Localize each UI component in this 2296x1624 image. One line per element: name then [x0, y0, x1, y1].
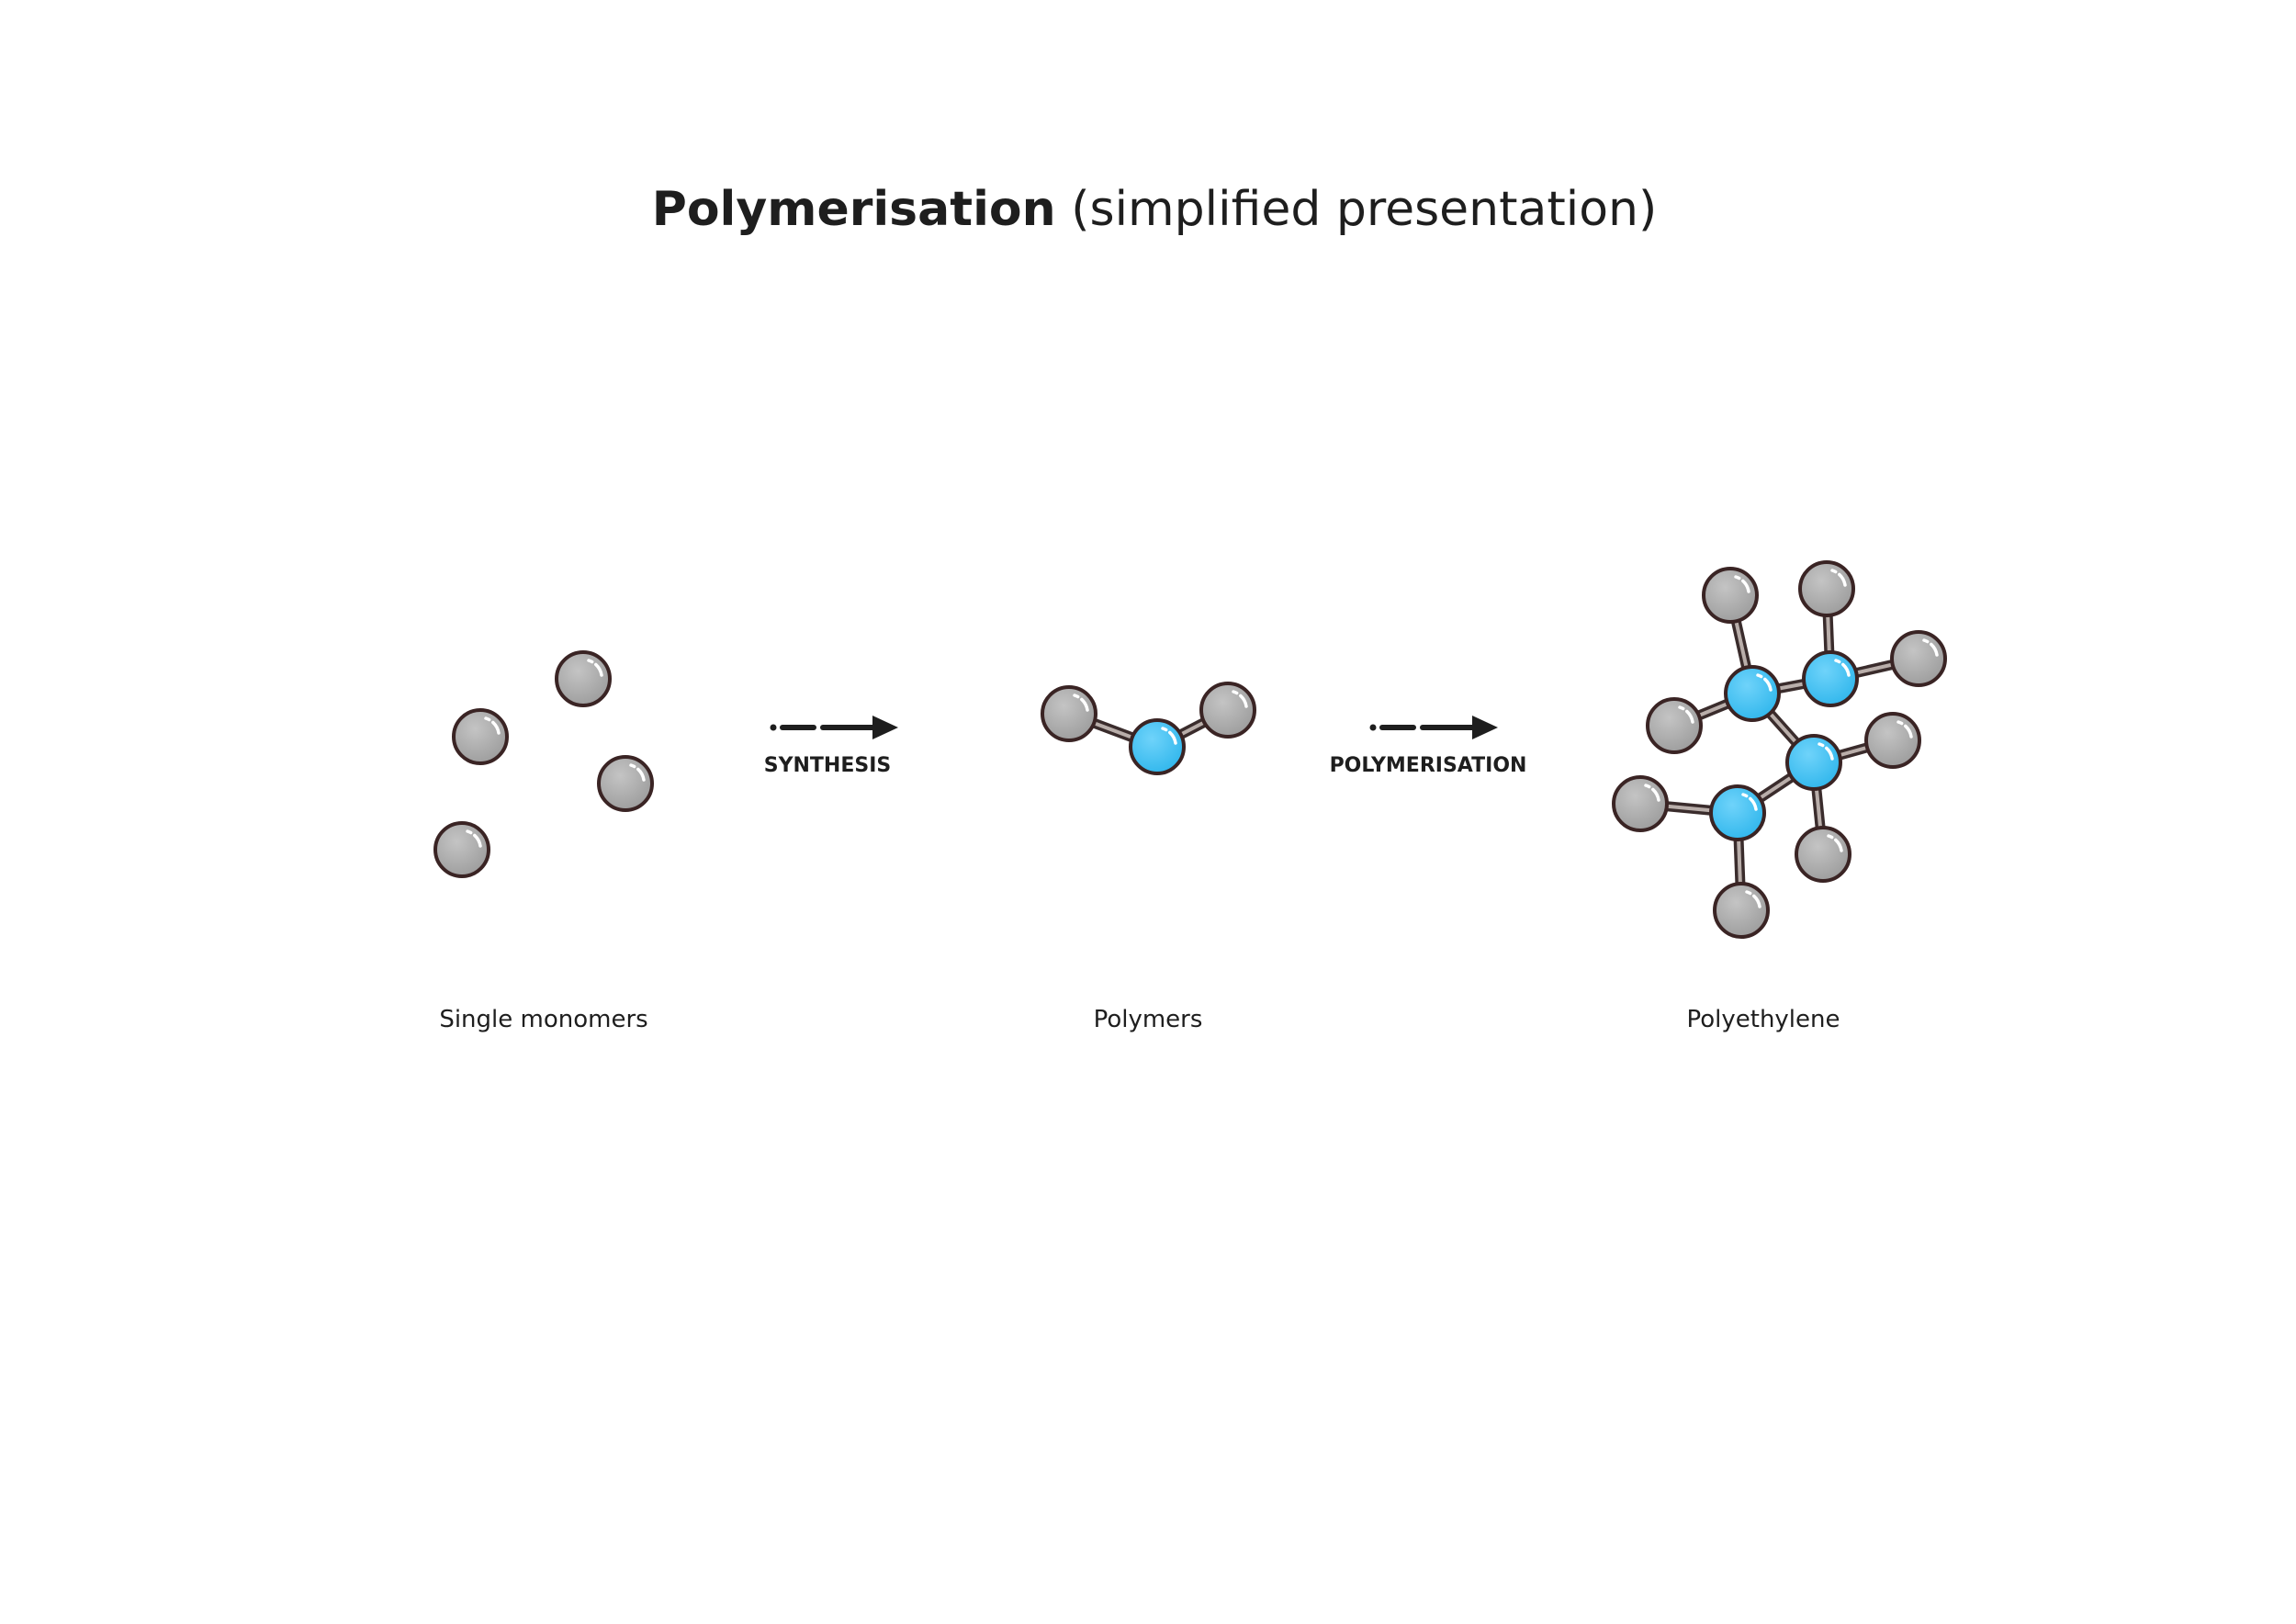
atom-highlight [1232, 690, 1248, 708]
atom-highlight [466, 829, 482, 848]
atom-highlight [1161, 727, 1177, 745]
title-bold: Polymerisation [652, 182, 1056, 237]
atom [1129, 718, 1186, 775]
atom [452, 708, 509, 765]
title: Polymerisation (simplified presentation) [652, 182, 1658, 237]
atom-highlight [1741, 793, 1758, 811]
atom-highlight [587, 659, 603, 677]
arrow-label: SYNTHESIS [764, 754, 892, 777]
atom-highlight [1922, 638, 1939, 657]
atom-highlight [1734, 575, 1750, 593]
atom [1890, 630, 1947, 687]
title-rest: (simplified presentation) [1071, 182, 1657, 237]
atom [1864, 712, 1921, 769]
atom [433, 821, 490, 878]
arrow [770, 716, 898, 739]
atom [1798, 560, 1855, 617]
atom-highlight [1818, 742, 1834, 761]
atom [1041, 685, 1097, 742]
arrow-label: POLYMERISATION [1330, 754, 1527, 777]
atom-highlight [1896, 720, 1913, 739]
atom [1612, 775, 1669, 832]
atom [1702, 567, 1759, 624]
atom-highlight [1834, 659, 1851, 677]
atom-highlight [1827, 834, 1843, 852]
caption: Single monomers [439, 1006, 647, 1033]
atom [1199, 682, 1256, 739]
atom [597, 755, 654, 812]
atom [1795, 826, 1851, 883]
atom [1724, 665, 1781, 722]
atom [1802, 650, 1859, 707]
arrow [1369, 716, 1498, 739]
atom-highlight [629, 763, 646, 782]
caption: Polyethylene [1686, 1006, 1840, 1033]
atom [1709, 784, 1766, 841]
atom [1713, 882, 1770, 939]
atom-highlight [1756, 673, 1773, 692]
atom-highlight [1830, 569, 1847, 587]
atom-highlight [1644, 784, 1660, 802]
atom-highlight [1073, 694, 1089, 712]
atom-highlight [1678, 705, 1694, 724]
atom [1785, 734, 1842, 791]
atom-highlight [484, 716, 501, 735]
atom-highlight [1745, 890, 1761, 908]
caption: Polymers [1094, 1006, 1203, 1033]
atom [555, 650, 612, 707]
molecules [433, 560, 1947, 939]
atom [1646, 697, 1703, 754]
